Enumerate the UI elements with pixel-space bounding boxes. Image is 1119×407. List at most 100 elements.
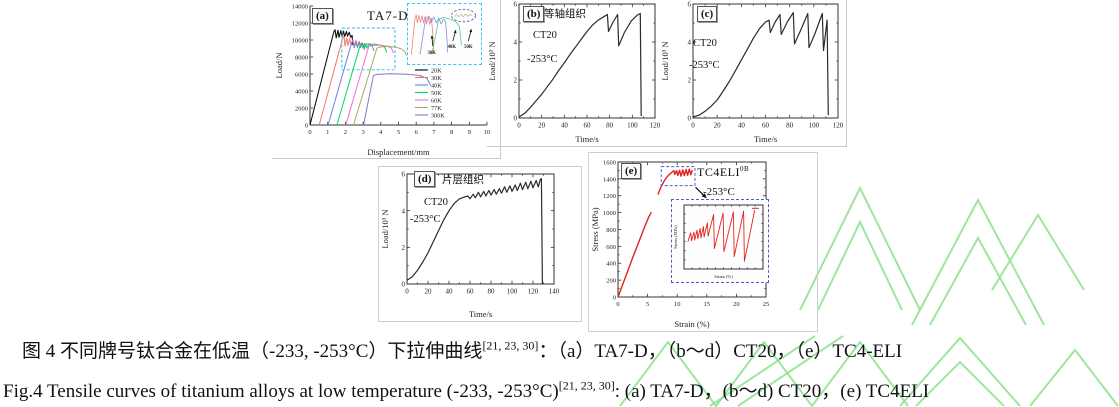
caption-english: Fig.4 Tensile curves of titanium alloys … [3, 376, 929, 403]
y-tick-label: 2000 [295, 105, 308, 112]
annotation-arrow-head [430, 35, 434, 39]
annotation-text: 40K [448, 45, 457, 50]
annotation-arrow-head [701, 193, 707, 199]
x-tick-label: 60 [467, 288, 475, 296]
y-tick-label: 0 [305, 122, 308, 129]
CT20-lamellar-curve [406, 178, 543, 284]
x-tick-label: 20 [714, 122, 722, 130]
x-tick-label: 20 [538, 122, 546, 130]
x-tick-label: 3 [361, 129, 364, 136]
x-tick-label: 0 [308, 129, 311, 136]
panel-c-alloy-label: CT20 [693, 38, 717, 49]
20K-curve [309, 29, 354, 126]
watermark-line [915, 360, 1005, 407]
y-tick-label: 6 [402, 171, 406, 179]
y-tick-label: 6000 [295, 71, 308, 78]
y-axis-label: Load/10³ N [487, 41, 497, 80]
x-axis-label: Displacement/mm [367, 147, 430, 157]
y-tick-label: 4 [402, 207, 406, 215]
x-tick-label: 0 [517, 122, 521, 130]
77K-zoom-curve [454, 13, 473, 18]
chart-b-svg: 0 20 40 60 80 100 120 0 2 4 6 Time/s Load/10³ N [487, 1, 660, 144]
x-axis-label: Strain (%) [674, 319, 709, 329]
panel-a-title: TA7-D [367, 8, 409, 23]
annotation-arrow-line [431, 37, 434, 47]
panel-b-c: 0 20 40 60 80 100 120 0 2 4 6 Time/s Load/10³ N 0 20 4… [487, 0, 847, 147]
y-tick-label: 0 [688, 115, 692, 123]
chart-a-inset-svg: 30K 40K 50K [411, 8, 477, 56]
x-tick-label: 15 [704, 301, 711, 308]
watermark-line [991, 213, 1085, 291]
TC4ELI-elastic-curve [617, 211, 653, 298]
x-tick-label: 120 [650, 122, 660, 130]
x-tick-label: 40 [738, 122, 746, 130]
caption-en-tail: : (a) TA7-D，(b～d) CT20，(e) TC4ELI [614, 381, 930, 402]
y-tick-label: 400 [606, 261, 616, 268]
y-tick-label: 1200 [603, 193, 616, 200]
y-tick-label: 800 [606, 227, 616, 234]
y-axis-label: Load/10³ N [660, 41, 670, 80]
x-tick-label: 0 [616, 301, 619, 308]
y-tick-label: 0 [613, 294, 616, 301]
panel-d-alloy-label: CT20 [424, 197, 448, 208]
x-tick-label: 40 [446, 288, 454, 296]
y-tick-label: 200 [606, 278, 616, 285]
legend-label: 50K [431, 90, 442, 97]
x-tick-label: 5 [397, 129, 400, 136]
zoom-region-rect [660, 166, 696, 187]
highlight-ellipse [450, 8, 477, 23]
caption-chinese: 图 4 不同牌号钛合金在低温（-233, -253°C）下拉伸曲线[21, 23… [22, 336, 902, 363]
y-tick-label: 6 [514, 1, 518, 9]
y-tick-label: 0 [514, 115, 518, 123]
panel-e-zoom-inset: Strain (%) Stress (MPa) [671, 199, 769, 283]
chart-e-inset-svg: Strain (%) Stress (MPa) [673, 204, 764, 279]
x-tick-label: 10 [674, 301, 681, 308]
panel-b-temp-label: -253°C [527, 54, 558, 65]
panel-e-temp-label: -253°C [703, 186, 735, 198]
watermark-line [911, 197, 1045, 326]
x-tick-label: 80 [606, 122, 614, 130]
chart-d-svg: 0 20 40 60 80 100 120 140 0 2 4 6 Time/s Load/10³ N [380, 171, 560, 319]
panel-e-title: TC4ELI0B [697, 165, 750, 179]
watermark-line [929, 235, 1027, 326]
y-tick-label: 1000 [603, 210, 616, 217]
legend-label: 60K [431, 97, 442, 104]
y-tick-label: 0 [402, 281, 406, 289]
caption-en-citation: [21, 23, 30] [558, 378, 615, 393]
x-tick-label: 6 [415, 129, 419, 136]
TC4ELI-zoom-curve [687, 210, 756, 262]
x-tick-label: 140 [549, 288, 560, 296]
y-tick-label: 2 [514, 77, 518, 85]
legend-label: 30K [431, 75, 442, 82]
annotation-arrow-line [695, 186, 706, 197]
x-tick-label: 80 [488, 288, 496, 296]
annotation-arrow-head [469, 28, 473, 33]
legend-label: 40K [431, 82, 442, 89]
annotation-arrow-line [467, 30, 472, 42]
y-tick-label: 600 [606, 244, 616, 251]
plot-frame [406, 173, 555, 285]
50K-curve [336, 42, 388, 126]
x-tick-label: 100 [627, 122, 638, 130]
zoom-region-rect [341, 27, 396, 71]
panel-a-zoom-inset: 30K 40K 50K [407, 3, 482, 65]
legend-label: 77K [431, 105, 442, 112]
chart-c-svg: 0 20 40 60 80 100 120 0 2 4 6 Time/s Load/10³ N [660, 1, 844, 144]
panel-b-alloy-label: CT20 [533, 30, 557, 41]
77K-curve [353, 45, 407, 126]
y-tick-label: 8000 [295, 54, 308, 61]
y-axis-label: Load/N [274, 53, 284, 79]
watermark-line [817, 219, 903, 311]
annotation-text: 50K [464, 45, 473, 50]
y-tick-label: 2 [688, 77, 692, 85]
x-tick-label: 60 [762, 122, 770, 130]
x-tick-label: 120 [833, 122, 844, 130]
x-tick-label: 120 [528, 288, 539, 296]
x-tick-label: 5 [646, 301, 649, 308]
x-axis-label: Time/s [469, 309, 492, 319]
x-tick-label: 60 [584, 122, 592, 130]
annotation-arrow-head [453, 29, 457, 34]
panel-d-temp-label: -253°C [410, 214, 441, 225]
y-tick-label: 6 [688, 1, 692, 9]
40K-zoom-curve [419, 15, 448, 55]
